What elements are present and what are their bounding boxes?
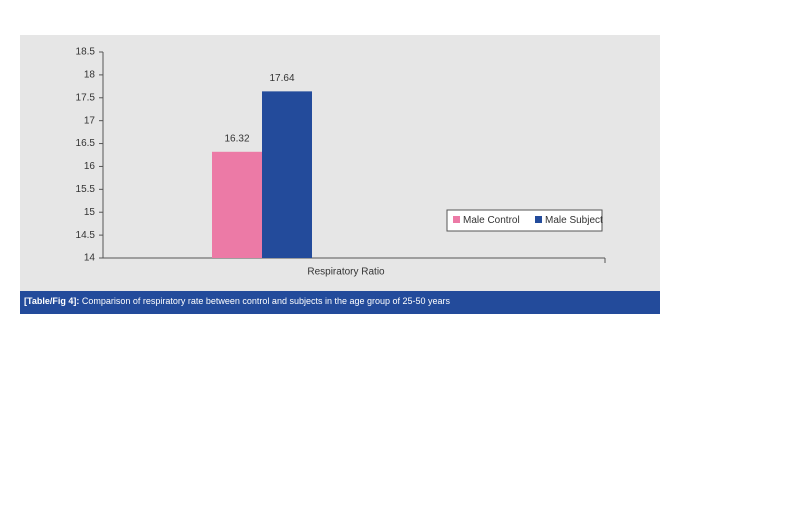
data-label: 17.64 <box>269 73 294 84</box>
y-tick-label: 14 <box>84 253 96 264</box>
y-tick-label: 18.5 <box>76 47 96 58</box>
legend-swatch <box>453 216 460 223</box>
caption: [Table/Fig 4]: Comparison of respiratory… <box>24 296 451 306</box>
bar <box>262 91 312 258</box>
caption-label: [Table/Fig 4]: <box>24 296 79 306</box>
bar <box>212 151 262 258</box>
y-tick-label: 15 <box>84 207 96 218</box>
chart-panel <box>20 35 660 291</box>
y-tick-label: 15.5 <box>76 184 96 195</box>
caption-text: Comparison of respiratory rate between c… <box>79 296 450 306</box>
legend-box <box>446 209 603 232</box>
legend-swatch <box>535 216 542 223</box>
y-tick-label: 16 <box>84 161 96 172</box>
y-tick-label: 14.5 <box>76 230 96 241</box>
legend-label: Male Control <box>463 215 520 226</box>
caption-bar <box>20 291 660 314</box>
y-tick-label: 18 <box>84 70 96 81</box>
y-tick-label: 17.5 <box>76 92 96 103</box>
data-label: 16.32 <box>224 133 249 144</box>
legend-label: Male Subject <box>545 215 603 226</box>
y-tick-label: 17 <box>84 115 96 126</box>
y-tick-label: 16.5 <box>76 138 96 149</box>
x-axis-label: Respiratory Ratio <box>307 267 385 278</box>
